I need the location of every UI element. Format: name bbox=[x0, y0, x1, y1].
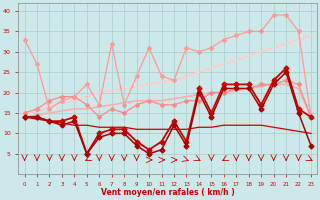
X-axis label: Vent moyen/en rafales ( km/h ): Vent moyen/en rafales ( km/h ) bbox=[101, 188, 235, 197]
